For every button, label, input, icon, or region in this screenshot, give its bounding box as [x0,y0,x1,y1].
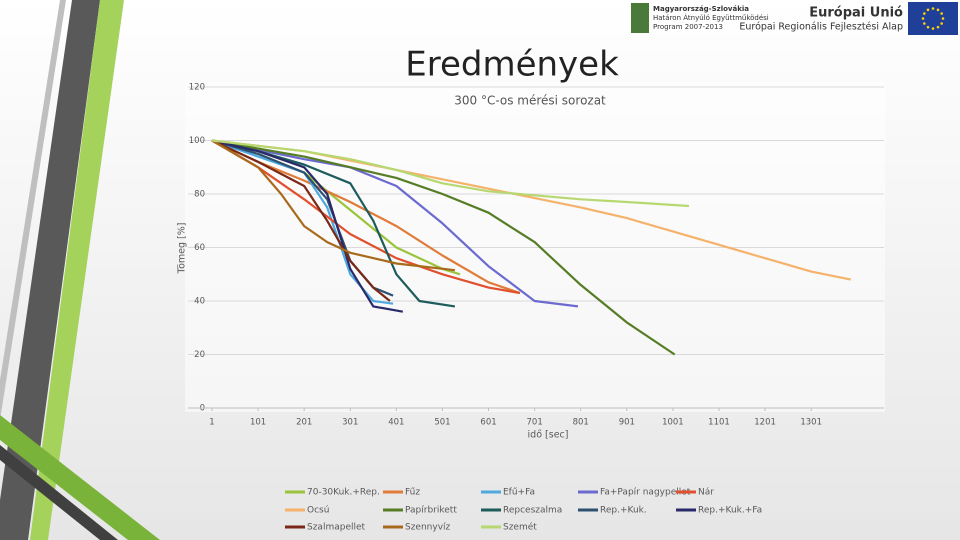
stripe [0,0,100,540]
star [926,8,930,12]
x-tick-label: 801 [573,418,589,428]
x-tick-label: 1301 [800,418,822,428]
x-tick-label: 701 [527,418,543,428]
legend-label: Nár [698,488,714,498]
eu-stars [921,7,945,30]
x-tick-label: 401 [388,418,404,428]
y-axis-label: Tömeg [%] [177,223,188,275]
stripe [30,0,124,540]
star [940,22,943,25]
y-tick-label: 20 [194,350,205,360]
legend-label: Rep.+Kuk.+Fa [698,506,762,516]
star [936,25,940,29]
series-line [211,139,690,208]
star [931,7,935,10]
series-line [211,139,403,313]
chart-subtitle: 300 °C-os mérési sorozat [454,94,606,108]
legend-label: Efű+Fa [503,488,535,498]
series-line [211,139,391,302]
star [941,17,945,20]
x-tick-label: 1201 [754,418,776,428]
legend-label: Fűz [405,488,420,498]
star [926,25,930,29]
x-tick-label: 601 [480,418,496,428]
star [931,27,935,30]
stripe [0,415,160,540]
x-tick-label: 901 [619,418,635,428]
legend-label: Szemét [503,522,537,533]
y-tick-label: 80 [194,190,205,200]
y-tick-label: 60 [194,243,205,253]
star [936,8,940,12]
legend-label: Repceszalma [503,506,562,516]
series-line [211,139,676,356]
program-text: Határon Átnyúló Együttműködési [653,13,769,22]
legend-label: Papírbrikett [405,506,457,516]
legend-label: Rep.+Kuk. [600,506,647,516]
star [921,17,925,20]
y-tick-label: 100 [189,136,205,146]
x-tick-label: 1001 [662,418,684,428]
stripe [0,0,66,420]
x-tick-label: 1 [209,418,214,428]
legend-label: 70-30Kuk.+Rep. [307,488,380,498]
series-line [211,139,521,295]
x-tick-label: 101 [250,418,266,428]
chart: 0204060801001201101201301401501601701801… [188,83,884,533]
stripe [0,445,118,540]
legend-label: Fa+Papír nagypellet [600,488,691,498]
star [923,22,926,25]
program-logo [631,3,649,33]
y-tick-label: 40 [194,297,205,307]
legend-label: Szalmapellet [307,523,366,533]
x-tick-label: 301 [342,418,358,428]
series-line [211,139,579,308]
x-axis-label: idő [sec] [528,430,569,441]
x-tick-label: 501 [434,418,450,428]
program-text: Magyarország-Szlovákia [653,5,749,13]
legend-label: Szennyvíz [405,523,451,533]
eu-title: Európai Unió [809,6,903,21]
chart-title: Eredmények [405,45,619,85]
eu-flag [908,2,958,35]
star [923,12,926,15]
series-line [211,139,394,305]
legend-label: Ocsú [307,506,329,516]
program-text: Program 2007-2013 [653,23,723,31]
eu-fund: Európai Regionális Fejlesztési Alap [739,22,903,33]
star [940,12,943,15]
series-line [211,139,456,272]
y-tick-label: 120 [189,83,205,93]
x-tick-label: 201 [296,418,312,428]
x-tick-label: 1101 [708,418,730,428]
